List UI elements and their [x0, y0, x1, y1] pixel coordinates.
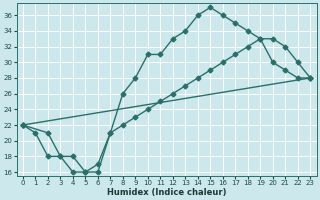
X-axis label: Humidex (Indice chaleur): Humidex (Indice chaleur) — [107, 188, 226, 197]
